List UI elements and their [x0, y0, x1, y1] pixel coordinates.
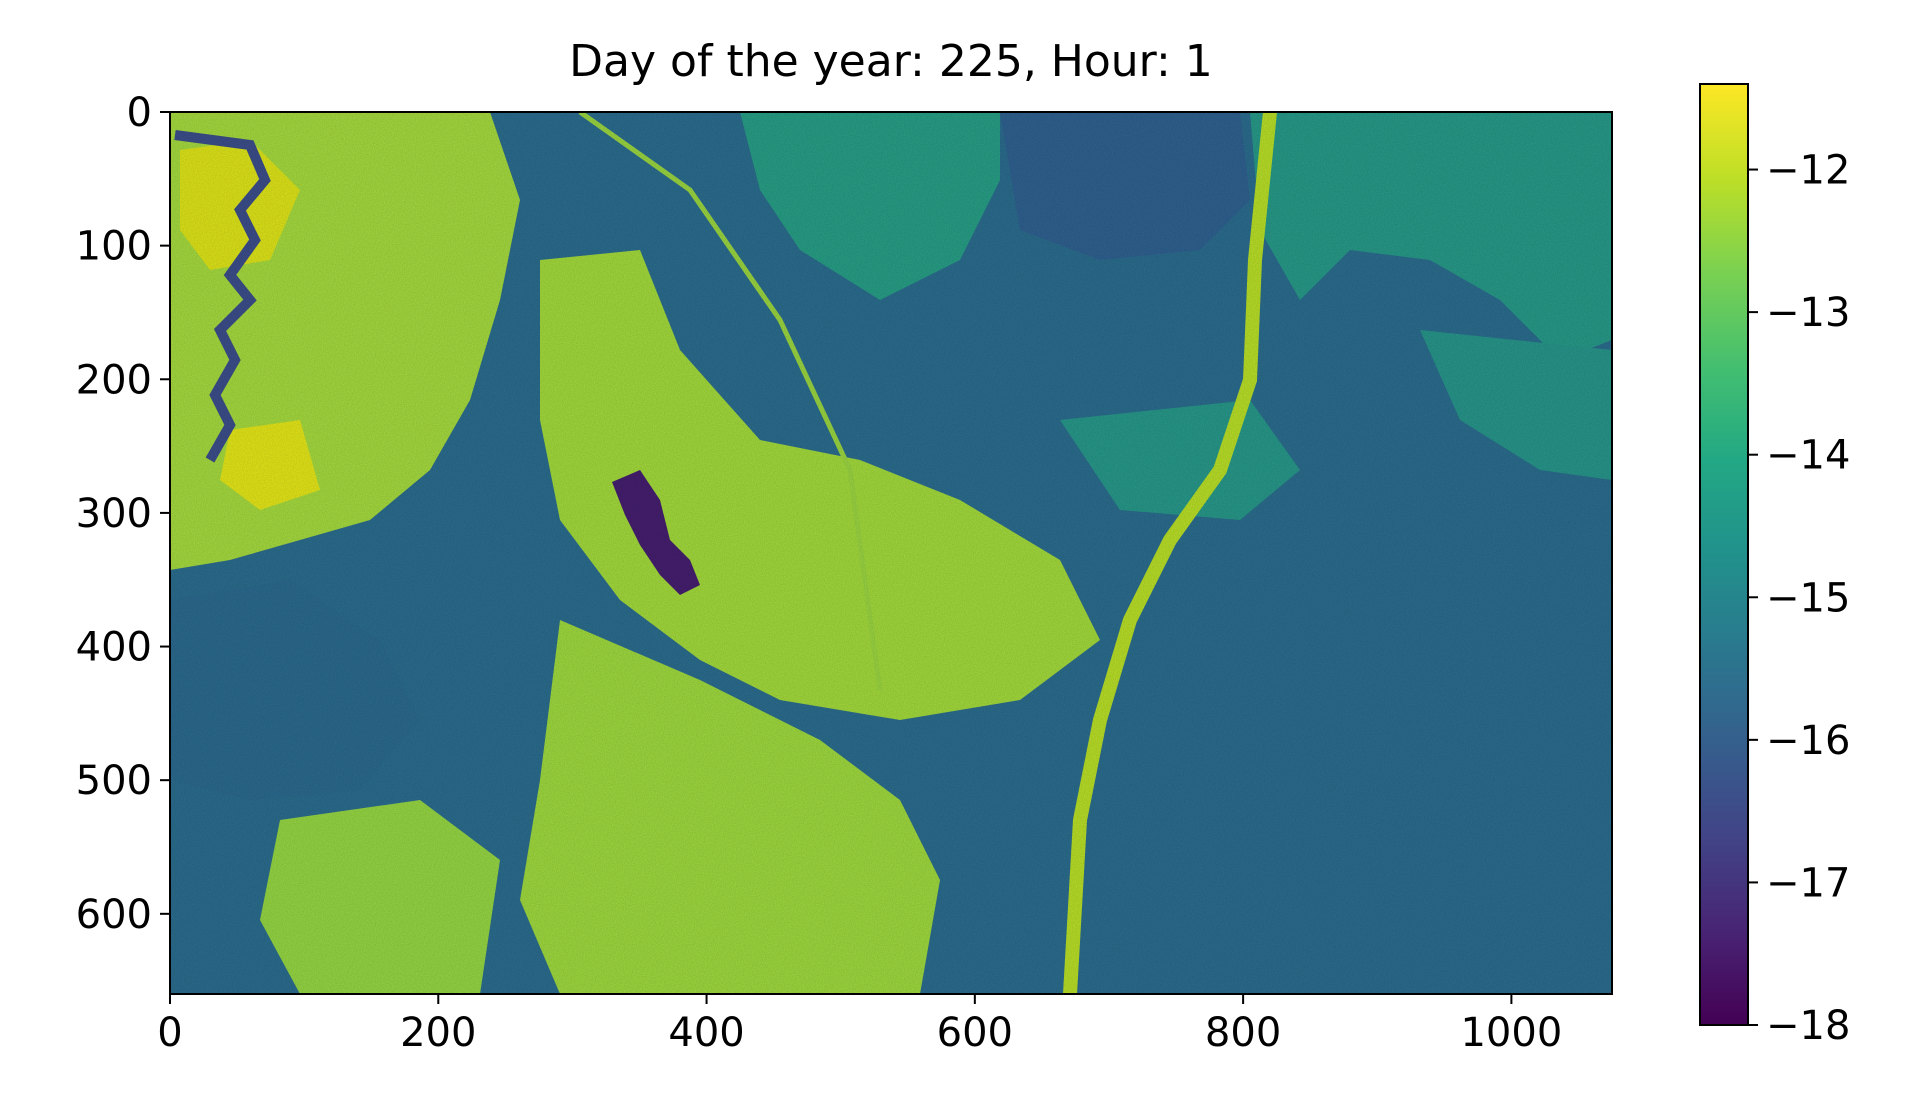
y-tick-label: 400: [76, 625, 152, 671]
x-tick-label: 600: [937, 1010, 1013, 1056]
colorbar-tick-label: −18: [1766, 1003, 1850, 1049]
plot-frame: [169, 111, 1613, 995]
colorbar-tick-label: −15: [1766, 575, 1850, 621]
colorbar-tick-label: −17: [1766, 860, 1850, 906]
colorbar-tick-label: −12: [1766, 148, 1850, 194]
y-tick-label: 600: [76, 892, 152, 938]
x-tick-label: 400: [668, 1010, 744, 1056]
colorbar: [1699, 83, 1749, 1026]
region-road: [578, 112, 883, 691]
x-tick-label: 800: [1205, 1010, 1281, 1056]
x-tick-label: 200: [400, 1010, 476, 1056]
colorbar-tick-label: −13: [1766, 290, 1850, 336]
x-axis: 0 200 400 600 800 1000: [157, 994, 1562, 1056]
region-east-medium-fields-2: [1420, 330, 1612, 480]
heatmap-image: [170, 112, 1612, 994]
region-dark-lake: [612, 470, 700, 595]
y-tick-label: 500: [76, 758, 152, 804]
y-tick-label: 300: [76, 491, 152, 537]
colorbar-axis: −18 −17 −16 −15 −14 −13 −12: [1748, 148, 1850, 1049]
colorbar-tick-label: −16: [1766, 718, 1850, 764]
region-southwest-dark-forest: [170, 580, 420, 800]
colorbar-tick-label: −14: [1766, 433, 1850, 479]
region-southwest-bright: [260, 800, 500, 994]
x-tick-label: 0: [157, 1010, 182, 1056]
x-tick-label: 1000: [1460, 1010, 1562, 1056]
region-river-corridor: [1063, 112, 1277, 994]
region-central-bright-plateau: [540, 250, 1100, 720]
region-east-medium-fields: [1250, 112, 1612, 360]
y-tick-label: 200: [76, 357, 152, 403]
region-northeast-dark-forest: [1000, 112, 1250, 260]
region-west-river: [174, 130, 271, 463]
y-axis: 0 100 200 300 400 500 600: [76, 90, 170, 938]
region-east-medium-fields-3: [740, 112, 1000, 300]
chart-title: Day of the year: 225, Hour: 1: [569, 36, 1213, 87]
y-tick-label: 0: [127, 90, 152, 136]
y-tick-label: 100: [76, 224, 152, 270]
region-west-yellow-patches-2: [220, 420, 320, 510]
region-south-bright-land: [520, 620, 940, 994]
